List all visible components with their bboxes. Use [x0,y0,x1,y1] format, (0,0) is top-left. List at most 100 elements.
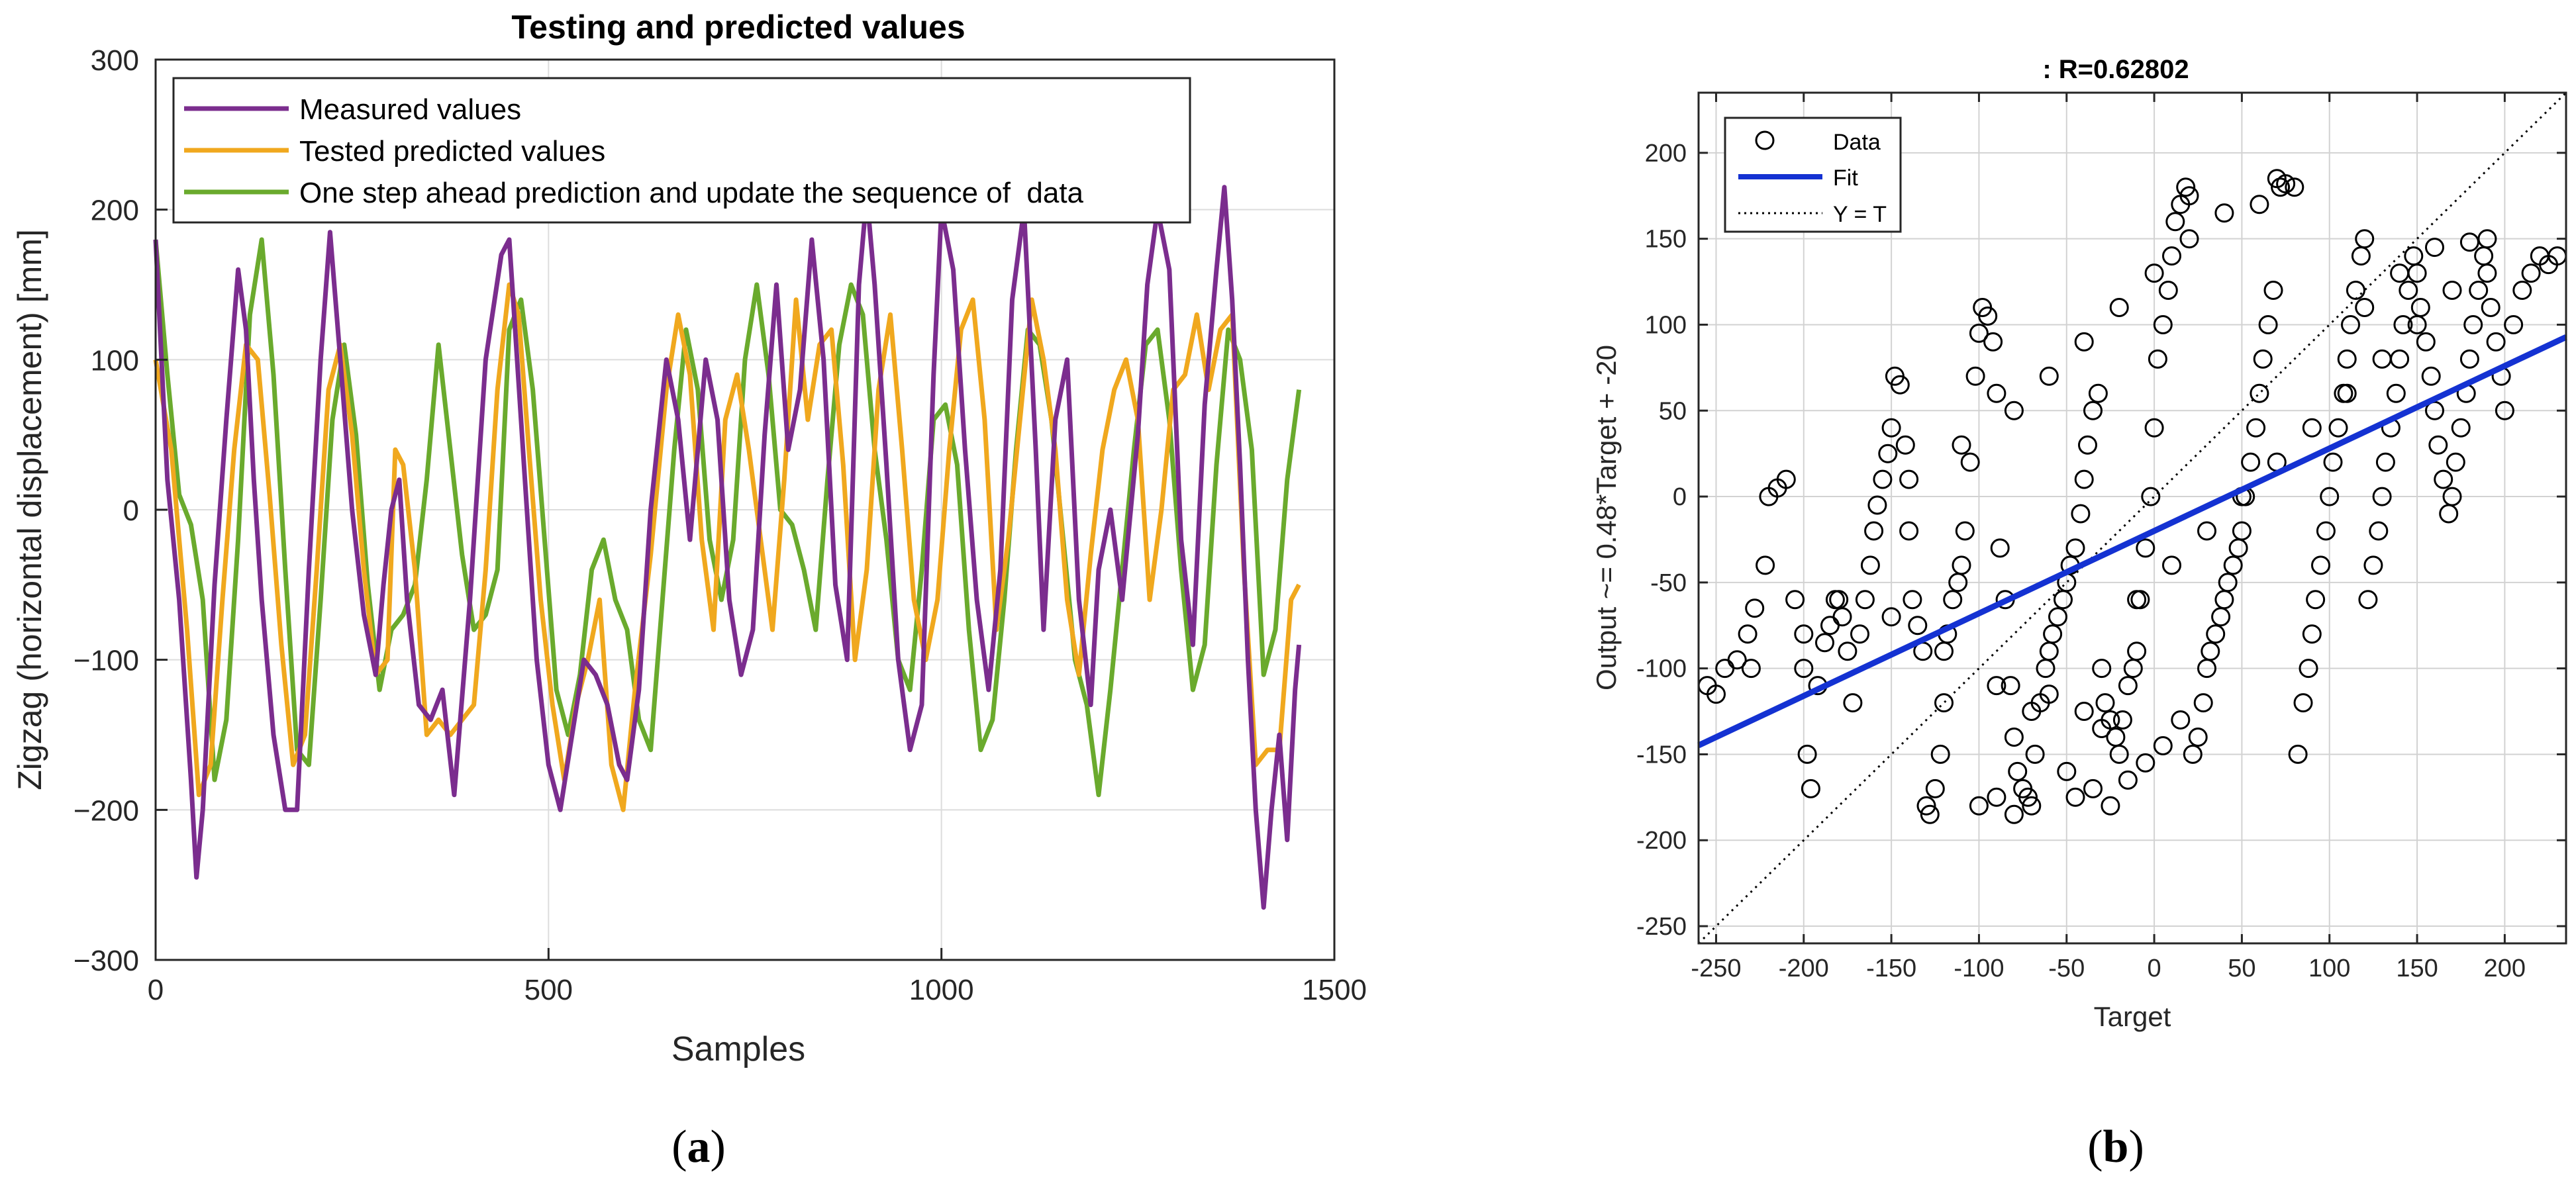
scatter-point [2136,753,2155,773]
scatter-point [1899,469,1919,489]
scatter-point [2469,281,2489,300]
scatter-point [2328,418,2348,438]
scatter-point [2008,761,2028,781]
chart-b-title: : R=0.62802 [2042,55,2189,84]
legend-b-label-identity: Y = T [1833,202,1887,227]
chart-a-xtick-label: 500 [524,974,573,1006]
chart-b-legend: Data Fit Y = T [1724,117,1902,233]
scatter-point [2302,418,2322,438]
scatter-point [2127,641,2147,661]
chart-b-xlabel: Target [2094,1001,2171,1032]
scatter-point [1878,444,1898,463]
scatter-point [1785,590,1805,610]
panel-b-label-suffix: ) [2128,1121,2144,1172]
chart-a-ytick-label: 100 [91,344,139,377]
scatter-point [2153,736,2173,755]
scatter-point [2088,383,2108,403]
scatter-point [2039,366,2059,386]
chart-a-title: Testing and predicted values [511,9,965,46]
scatter-point [2118,770,2138,790]
scatter-point [2022,702,2042,721]
panel-a-label: (a) [671,1121,726,1172]
panel-b-label-prefix: ( [2087,1121,2103,1172]
scatter-point [1797,744,1817,764]
panel-b-letter: b [2103,1121,2129,1172]
chart-a-xtick-label: 0 [148,974,164,1006]
scatter-point [2425,238,2444,258]
chart-b-xtick-label: 50 [2228,955,2255,982]
scatter-point [2022,796,2042,816]
scatter-point [2446,452,2465,472]
chart-b-ytick-label: 200 [1645,140,1687,167]
series-measured-line [153,185,1302,910]
chart-b-xtick-label: 200 [2484,955,2526,982]
scatter-point [1829,590,1849,610]
scatter-point [2025,744,2045,764]
scatter-point [2101,796,2120,816]
scatter-point [2263,281,2283,300]
scatter-point [2372,487,2392,506]
scatter-point [1903,590,1922,610]
scatter-point [2071,504,2091,524]
scatter-point [1952,555,1971,575]
panel-a-label-prefix: ( [671,1121,687,1172]
legend-b-label-fit: Fit [1833,166,1858,191]
scatter-point [2193,693,2213,713]
scatter-point [2176,177,2196,197]
chart-a-ytick-label: 0 [123,495,139,527]
chart-b-ytick-label: 150 [1645,226,1687,254]
scatter-point [1978,307,1998,326]
scatter-point [2001,676,2020,696]
scatter-point [2246,418,2266,438]
chart-a-ytick-label: 300 [91,44,139,77]
scatter-point [1908,616,1928,636]
scatter-point [2253,349,2273,369]
scatter-point [2337,383,2357,403]
scatter-point [2416,332,2436,352]
chart-b-ytick-label: -150 [1636,741,1687,769]
scatter-point [1895,435,1915,455]
chart-b-points [1697,169,2567,824]
chart-a-legend: Measured values Tested predicted values … [172,77,1191,224]
scatter-point [2153,315,2173,334]
scatter-point [1960,452,1980,472]
scatter-point [1969,323,1989,343]
scatter-point [2223,555,2243,575]
scatter-point [2341,315,2360,334]
scatter-point [2428,435,2448,455]
scatter-point [2434,469,2453,489]
scatter-point [2285,177,2304,197]
scatter-point [2386,383,2406,403]
scatter-point [1838,641,1858,661]
scatter-point [1843,693,1863,713]
scatter-point [1738,624,1758,644]
scatter-point [2459,232,2479,252]
scatter-point [2162,246,2181,266]
scatter-point [1860,555,1880,575]
chart-b-ytick-label: -100 [1636,655,1687,683]
chart-a-ytick-label: −200 [74,794,139,827]
scatter-point [2355,229,2375,249]
scatter-point [2206,624,2226,644]
legend-b-label-data: Data [1833,130,1881,155]
scatter-point [2311,555,2330,575]
scatter-point [2276,174,2296,194]
scatter-point [2323,452,2343,472]
scatter-point [1916,796,1936,816]
scatter-point [2144,418,2164,438]
scatter-point [2171,710,2191,730]
scatter-point [1952,435,1971,455]
scatter-point [1756,555,1775,575]
legend-a-label-tested: Tested predicted values [299,135,605,167]
scatter-point [2306,590,2326,610]
scatter-point [2521,263,2541,283]
scatter-point [2039,685,2059,704]
scatter-point [2179,186,2199,206]
scatter-point [1794,659,1814,679]
panel-a-letter: a [687,1121,711,1172]
chart-b-ytick-label: -50 [1650,569,1687,597]
scatter-point [1727,650,1747,670]
scatter-point [2442,281,2462,300]
scatter-point [2390,263,2410,283]
scatter-point [1930,744,1950,764]
